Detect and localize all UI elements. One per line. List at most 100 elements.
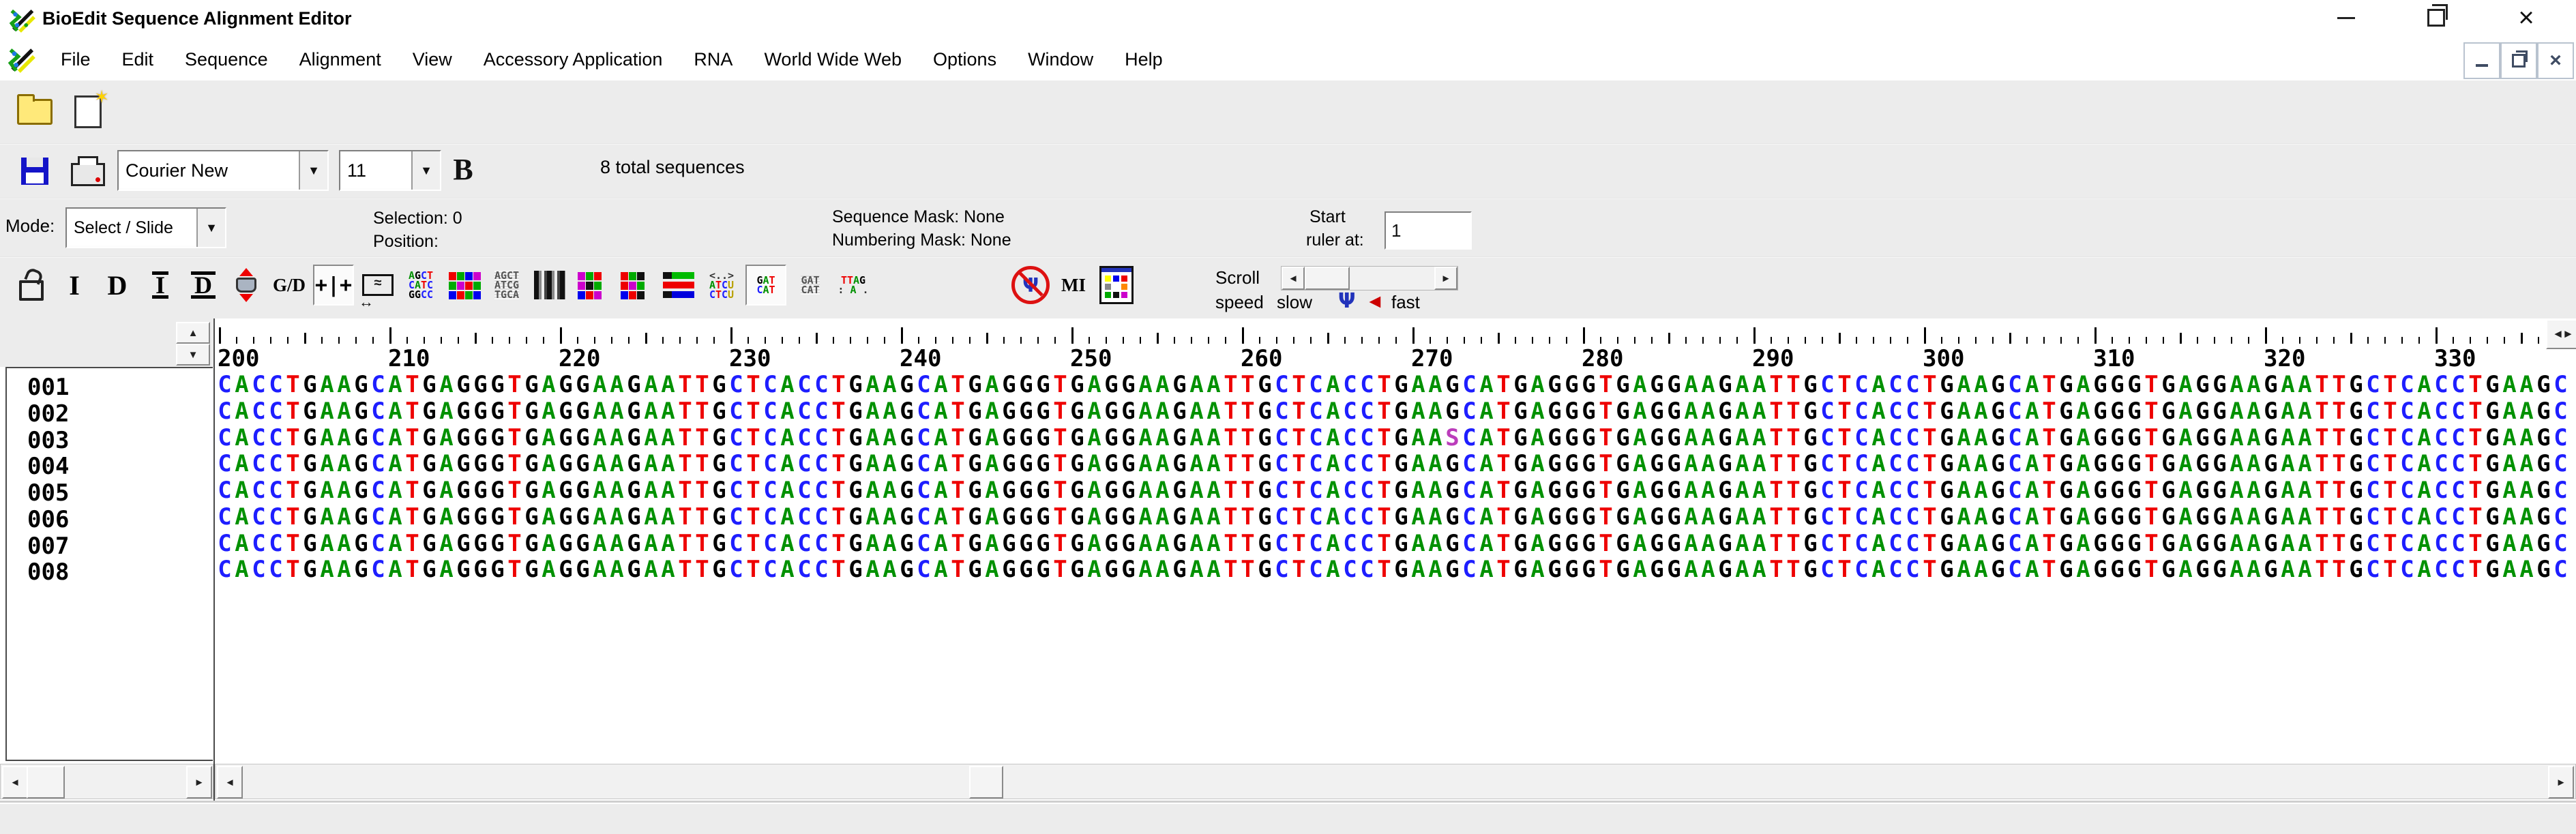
font-name-dropdown-arrow-icon[interactable]: ▼ (299, 151, 327, 190)
scroll-speed-scrollbar[interactable]: ◄ ► (1281, 266, 1458, 291)
minimize-button[interactable] (2324, 3, 2368, 33)
sequence-name-002[interactable]: 002 (27, 400, 70, 428)
insert-gaps-button[interactable]: I (55, 266, 93, 304)
sequence-name-005[interactable]: 005 (27, 479, 70, 507)
name-scrollbar-left-arrow-icon[interactable]: ◄ (2, 766, 28, 799)
translate-plain-button[interactable]: GAT CAT (791, 266, 829, 304)
select-span-button[interactable]: ≈ (359, 266, 397, 309)
inverse-red-button[interactable] (617, 266, 655, 304)
menu-item-alignment[interactable]: Alignment (299, 48, 381, 70)
conservation-dots-button[interactable]: TTAG: A . (834, 266, 872, 304)
name-scrollbar-right-arrow-icon[interactable]: ► (186, 766, 212, 799)
child-minimize-button[interactable] (2463, 42, 2500, 79)
menu-item-accessory-application[interactable]: Accessory Application (483, 48, 663, 70)
psi-disabled-button[interactable]: Ψ (1011, 266, 1050, 304)
ruler-tick (574, 321, 591, 344)
name-scrollbar-thumb[interactable] (27, 766, 65, 799)
print-button[interactable] (67, 150, 109, 192)
unlock-icon[interactable] (12, 266, 50, 304)
slide-mode-button[interactable]: +|+ (313, 265, 354, 306)
similarity-view-button[interactable]: <..> ATCU CTCU (702, 266, 741, 304)
close-button[interactable]: × (2504, 3, 2548, 33)
ruler-tick (2416, 321, 2433, 344)
sequence-name-001[interactable]: 001 (27, 374, 70, 401)
sequence-scrollbar-right-arrow-icon[interactable]: ► (2548, 766, 2574, 799)
name-scroll-up-button[interactable]: ▲ (176, 322, 210, 344)
menu-item-rna[interactable]: RNA (694, 48, 733, 70)
inverse-magenta-button[interactable] (574, 266, 612, 304)
menu-item-options[interactable]: Options (933, 48, 997, 70)
sequence-name-003[interactable]: 003 (27, 426, 70, 454)
grab-and-drag-icon (236, 268, 256, 302)
similarity-view-icon: <..> ATCU CTCU (709, 269, 735, 301)
menu-item-file[interactable]: File (61, 48, 91, 70)
ruler-tick (796, 321, 813, 344)
gap-dash-toggle-icon: G/D (272, 274, 306, 295)
plain-letters-button[interactable]: AGCT ATCG TGCA (488, 266, 526, 304)
ruler-tick (2092, 321, 2109, 344)
scroll-speed-left-arrow-icon[interactable]: ◄ (1282, 267, 1305, 290)
start-ruler-input[interactable]: 1 (1385, 211, 1472, 250)
color-letters-button[interactable]: AGCT CATC GGCC (402, 266, 440, 304)
ruler-tick (1461, 321, 1478, 344)
gap-dash-toggle-button[interactable]: G/D (270, 266, 308, 304)
sequence-name-panel[interactable]: 001 002 003 004 005 006 007 008 (5, 367, 213, 761)
menu-item-window[interactable]: Window (1028, 48, 1094, 70)
translate-colors-button[interactable]: GAT CAT (745, 265, 786, 306)
sequence-name-007[interactable]: 007 (27, 532, 70, 560)
ruler-tick (1359, 321, 1376, 344)
app-logo-icon (9, 9, 35, 33)
sequence-scrollbar-thumb[interactable] (969, 766, 1003, 799)
panel-divider[interactable] (213, 318, 215, 801)
ruler-tick (472, 321, 489, 344)
restore-icon (2427, 4, 2448, 27)
horizontal-split-button[interactable]: ◄► (2546, 319, 2576, 349)
save-button[interactable] (14, 150, 56, 192)
sequence-name-006[interactable]: 006 (27, 505, 70, 533)
menu-item-view[interactable]: View (412, 48, 452, 70)
new-document-button[interactable] (67, 87, 109, 132)
ruler-tick (2075, 321, 2092, 344)
sequence-name-008[interactable]: 008 (27, 559, 70, 586)
child-restore-button[interactable] (2500, 42, 2537, 79)
name-scroll-down-button[interactable]: ▼ (176, 344, 210, 366)
mutual-information-button[interactable]: MI (1054, 266, 1093, 304)
sequence-scrollbar-left-arrow-icon[interactable]: ◄ (217, 766, 243, 799)
menu-item-world-wide-web[interactable]: World Wide Web (764, 48, 902, 70)
menu-item-help[interactable]: Help (1125, 48, 1163, 70)
child-close-button[interactable]: × (2537, 42, 2574, 79)
delete-gaps-button[interactable]: D (98, 266, 136, 304)
name-panel-scrollbar[interactable]: ◄ ► (0, 764, 213, 799)
font-name-combobox[interactable]: Courier New ▼ (117, 150, 329, 191)
scroll-speed-thumb[interactable] (1305, 267, 1350, 290)
color-palette-button[interactable] (1097, 266, 1136, 304)
insert-limits-button[interactable]: I (141, 266, 179, 304)
open-file-button[interactable] (14, 91, 56, 132)
delete-limits-button[interactable]: D (184, 266, 222, 304)
identity-bars-button[interactable] (660, 266, 698, 304)
font-size-combobox[interactable]: 11 ▼ (339, 150, 441, 191)
menu-item-edit[interactable]: Edit (121, 48, 154, 70)
restore-button[interactable] (2414, 3, 2458, 33)
grayscale-shade-button[interactable] (531, 266, 569, 304)
block-colors-button[interactable] (445, 266, 483, 304)
scroll-speed-right-arrow-icon[interactable]: ► (1434, 267, 1457, 290)
menu-item-sequence[interactable]: Sequence (185, 48, 268, 70)
grab-and-drag-button[interactable] (227, 266, 265, 304)
mode-combobox[interactable]: Select / Slide ▼ (65, 207, 226, 248)
ruler-tick (2279, 321, 2296, 344)
bold-button[interactable]: B (453, 152, 473, 186)
sequence-scrollbar[interactable]: ◄ ► (215, 764, 2576, 799)
printer-icon (71, 156, 105, 186)
sequence-name-004[interactable]: 004 (27, 453, 70, 481)
mode-dropdown-arrow-icon[interactable]: ▼ (196, 209, 225, 247)
font-size-dropdown-arrow-icon[interactable]: ▼ (411, 151, 440, 190)
